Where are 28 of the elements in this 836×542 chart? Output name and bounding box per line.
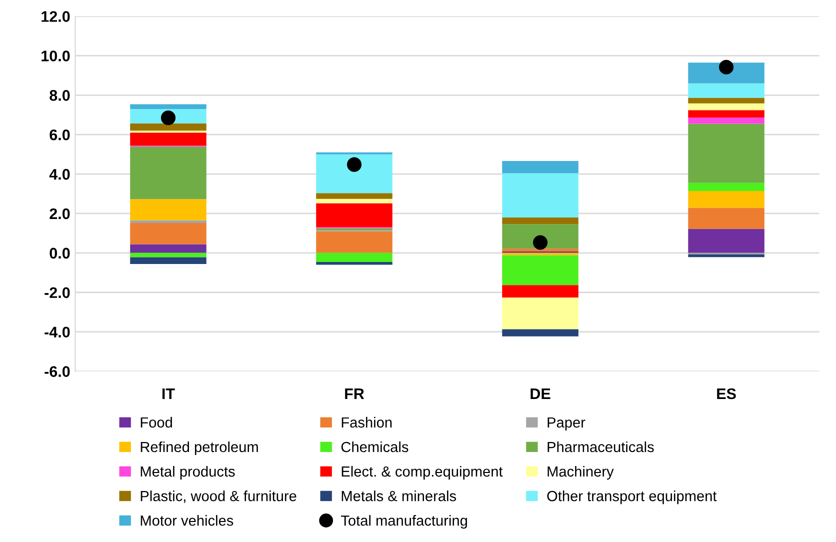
legend-label: Motor vehicles [140, 515, 234, 526]
legend-label: Metals & minerals [342, 490, 456, 502]
y-tick-label: -2.0 [44, 287, 70, 298]
legend-label: Machinery [548, 466, 614, 480]
x-tick-label: DE [530, 388, 550, 400]
x-tick-label: ES [717, 388, 736, 400]
y-tick-label: 0.0 [50, 248, 70, 259]
legend-label: Food [140, 416, 172, 428]
y-tick-label: 6.0 [50, 129, 70, 140]
legend-label: Plastic, wood & furniture [140, 490, 296, 503]
legend-label: Metal products [140, 466, 235, 480]
legend-label: Total manufacturing [340, 515, 467, 529]
legend-label: Elect. & comp.equipment [342, 466, 503, 480]
y-tick-label: 8.0 [50, 90, 70, 101]
legend-label: Fashion [342, 416, 392, 428]
y-tick-label: 10.0 [42, 50, 70, 62]
y-tick-label: 12.0 [42, 11, 70, 22]
legend-label: Refined petroleum [140, 441, 258, 456]
x-tick-label: IT [162, 388, 175, 400]
y-tick-label: -4.0 [44, 326, 70, 338]
legend-label: Pharmaceuticals [548, 441, 654, 452]
legend-label: Other transport equipment [547, 490, 717, 504]
y-tick-label: -6.0 [44, 366, 70, 377]
legend-label: Paper [548, 417, 586, 431]
legend-label: Chemicals [341, 441, 408, 452]
y-tick-label: 2.0 [50, 208, 70, 220]
y-tick-label: 4.0 [49, 168, 70, 180]
x-tick-label: FR [345, 388, 364, 400]
